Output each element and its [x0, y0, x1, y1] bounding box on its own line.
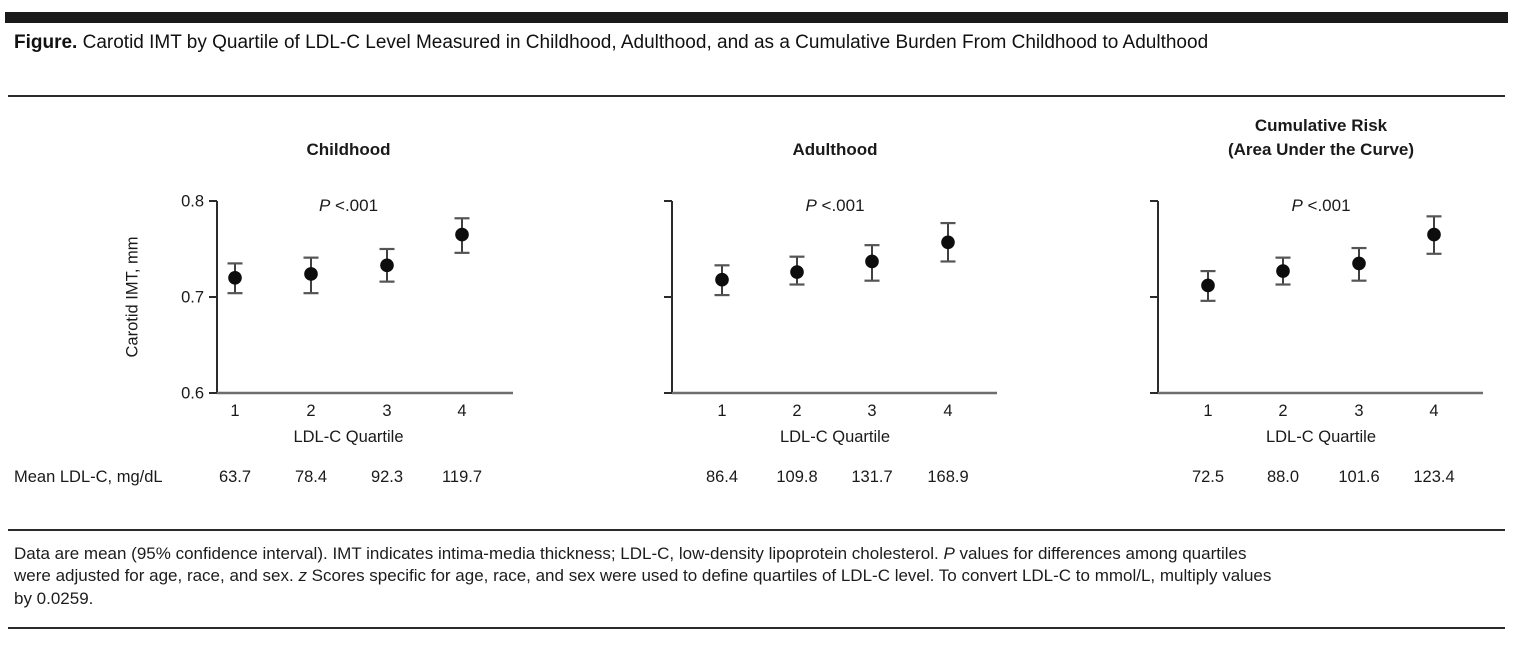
x-axis-title: LDL-C Quartile [780, 428, 890, 446]
data-point-q4 [941, 235, 955, 250]
panel-childhood: Childhood P <.001 0.6 0.7 0.8 1 2 3 4 LDL-C Quart… [181, 140, 513, 446]
x-tick-label: 2 [306, 402, 315, 420]
p-value-annotation: P <.001 [1291, 196, 1350, 215]
mean-ldl-row-label: Mean LDL-C, mg/dL [14, 468, 163, 486]
mean-ldl-value: 109.8 [776, 468, 818, 486]
x-tick-label: 2 [1278, 402, 1287, 420]
data-point-q3 [1352, 256, 1366, 271]
imt-quartile-charts: Childhood P <.001 0.6 0.7 0.8 1 2 3 4 LDL-C Quart… [181, 116, 1483, 446]
x-tick-label: 1 [717, 402, 726, 420]
mean-ldl-value: 63.7 [218, 468, 252, 486]
p-value-annotation: P <.001 [319, 196, 378, 215]
data-point-q1 [1201, 278, 1215, 293]
x-tick-label: 3 [867, 402, 876, 420]
top-rule-bar [5, 12, 1508, 23]
x-tick-label: 4 [457, 402, 466, 420]
mean-ldl-value: 168.9 [927, 468, 969, 486]
divider-bottom [8, 627, 1505, 629]
x-tick-label: 3 [1354, 402, 1363, 420]
data-point-q2 [304, 267, 318, 281]
x-tick-label: 4 [1429, 402, 1438, 420]
y-tick-label: 0.8 [181, 193, 204, 211]
panel-cumulative-risk: Cumulative Risk (Area Under the Curve) P <… [1150, 116, 1483, 446]
data-point-q1 [715, 272, 729, 287]
figure-footnote: Data are mean (95% confidence interval).… [14, 543, 1502, 610]
panel-title: Cumulative Risk [1255, 116, 1388, 135]
x-tick-label: 4 [943, 402, 952, 420]
x-axis-title: LDL-C Quartile [1266, 428, 1376, 446]
panel-title: Adulthood [793, 140, 878, 159]
figure-caption-label: Figure. [14, 32, 78, 53]
footnote-line: Data are mean (95% confidence interval).… [14, 544, 1247, 563]
data-point-q4 [455, 227, 469, 242]
panel-title: Childhood [306, 140, 390, 159]
mean-ldl-value: 88.0 [1266, 468, 1300, 486]
p-value-annotation: P <.001 [805, 196, 864, 215]
footnote-line: were adjusted for age, race, and sex. z … [14, 566, 1272, 586]
figure-caption-text: Carotid IMT by Quartile of LDL-C Level M… [77, 32, 1209, 53]
panel-adulthood: Adulthood P <.001 1 2 3 4 LDL-C Quartile [664, 140, 997, 446]
mean-ldl-value: 101.6 [1338, 468, 1380, 486]
x-tick-label: 3 [382, 402, 391, 420]
figure-caption: Figure. Carotid IMT by Quartile of LDL-C… [14, 31, 1208, 54]
mean-ldl-value: 131.7 [851, 468, 893, 486]
mean-ldl-value: 123.4 [1413, 468, 1455, 486]
data-point-q4 [1427, 227, 1441, 242]
y-tick-label: 0.7 [181, 289, 204, 307]
x-tick-label: 1 [1203, 402, 1212, 420]
x-tick-label: 1 [230, 402, 239, 420]
y-tick-label: 0.6 [181, 385, 204, 403]
data-point-q2 [790, 265, 804, 279]
mean-ldl-value: 92.3 [370, 468, 404, 486]
data-point-q2 [1276, 264, 1290, 278]
footnote-line: by 0.0259. [14, 588, 94, 608]
divider-top [8, 95, 1505, 97]
mean-ldl-value: 119.7 [441, 468, 483, 486]
mean-ldl-value: 72.5 [1191, 468, 1225, 486]
x-tick-label: 2 [792, 402, 801, 420]
data-point-q3 [380, 258, 394, 273]
divider-footnote-top [8, 529, 1505, 531]
mean-ldl-value: 78.4 [294, 468, 328, 486]
mean-ldl-value: 86.4 [705, 468, 739, 486]
panel-title: (Area Under the Curve) [1228, 140, 1414, 159]
data-point-q1 [228, 271, 242, 285]
data-point-q3 [865, 254, 879, 269]
x-axis-title: LDL-C Quartile [293, 428, 403, 446]
